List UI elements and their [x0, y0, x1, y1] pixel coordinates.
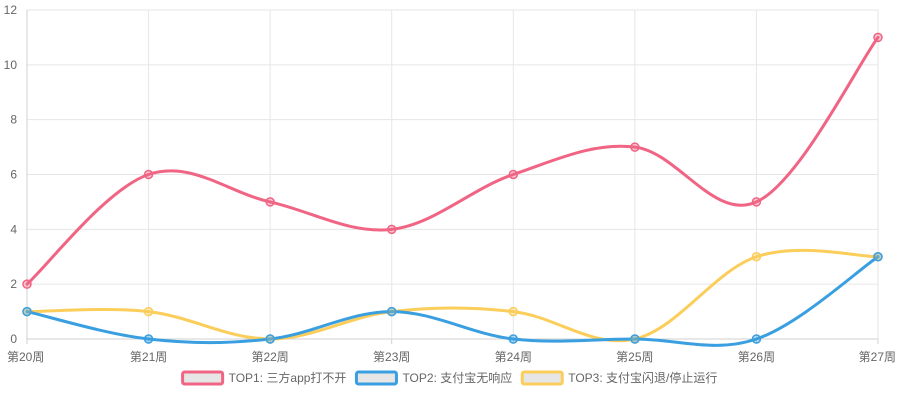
data-point[interactable]: [873, 252, 883, 262]
series-line-2: [25, 255, 880, 347]
data-point[interactable]: [265, 334, 275, 344]
data-point[interactable]: [508, 334, 519, 344]
data-point[interactable]: [630, 142, 640, 152]
x-axis: 第20周 第21周 第22周 第23周 第24周 第25周 第26周 第27周: [7, 339, 896, 364]
data-point[interactable]: [143, 334, 154, 344]
y-tick-label: 10: [4, 58, 18, 72]
data-point[interactable]: [751, 252, 762, 262]
legend-swatch: [181, 370, 225, 386]
y-tick-label: 6: [10, 168, 17, 182]
x-tick-label: 第22周: [251, 350, 288, 364]
y-axis: 0 2 4 6 8 10 12: [4, 3, 18, 346]
data-point[interactable]: [143, 169, 154, 180]
data-point[interactable]: [265, 197, 275, 207]
x-tick-label: 第21周: [130, 350, 167, 364]
y-tick-label: 2: [10, 277, 17, 291]
legend-item-2[interactable]: TOP2: 支付宝无响应: [354, 370, 512, 386]
x-tick-label: 第26周: [738, 350, 775, 364]
data-point[interactable]: [508, 169, 519, 180]
legend-swatch: [354, 370, 398, 386]
x-tick-label: 第23周: [373, 350, 410, 364]
series-points: [22, 32, 883, 344]
y-tick-label: 4: [10, 222, 17, 236]
data-point[interactable]: [22, 306, 32, 317]
series-line-1: [25, 35, 880, 286]
legend-swatch: [520, 370, 564, 386]
data-point[interactable]: [143, 306, 154, 317]
series-line-3: [25, 248, 880, 343]
x-tick-label: 第24周: [495, 350, 532, 364]
x-tick-label: 第25周: [616, 350, 653, 364]
legend-item-3[interactable]: TOP3: 支付宝闪退/停止运行: [520, 370, 717, 386]
data-point[interactable]: [873, 32, 883, 43]
legend-label: TOP1: 三方app打不开: [229, 370, 347, 385]
data-point[interactable]: [508, 306, 519, 317]
data-point[interactable]: [22, 279, 32, 289]
series-lines: [25, 35, 880, 347]
x-tick-label: 第27周: [859, 350, 896, 364]
data-point[interactable]: [751, 334, 762, 344]
legend-label: TOP3: 支付宝闪退/停止运行: [568, 370, 717, 385]
legend-item-1[interactable]: TOP1: 三方app打不开: [181, 370, 347, 386]
legend: TOP1: 三方app打不开 TOP2: 支付宝无响应 TOP3: 支付宝闪退/停止…: [181, 370, 717, 386]
grid: [26, 9, 879, 340]
y-tick-label: 12: [4, 3, 18, 17]
y-tick-label: 0: [10, 332, 17, 346]
x-tick-label: 第20周: [7, 350, 44, 364]
y-tick-label: 8: [10, 113, 17, 127]
data-point[interactable]: [386, 306, 397, 317]
data-point[interactable]: [630, 334, 640, 344]
data-point[interactable]: [386, 224, 397, 235]
data-point[interactable]: [751, 197, 762, 207]
legend-label: TOP2: 支付宝无响应: [402, 370, 512, 385]
